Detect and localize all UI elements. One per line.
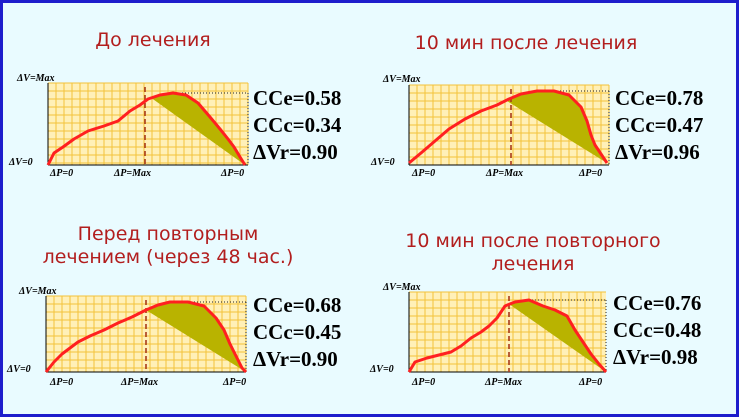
- panel-2-ccc: CCc=0.47: [615, 113, 704, 137]
- panel-4-y-bottom-label: ΔV=0: [370, 364, 394, 375]
- panel-2-curve: [408, 89, 609, 165]
- panel-4-title: 10 мин после повторного лечения: [405, 230, 661, 275]
- panel-3-x-right-label: ΔP=0: [223, 377, 247, 388]
- panel-3-y-bottom-label: ΔV=0: [7, 364, 31, 375]
- panel-1-x-right-label: ΔP=0: [221, 168, 245, 179]
- panel-2-y-bottom-label: ΔV=0: [371, 157, 395, 168]
- panel-4-cce: CCe=0.76: [613, 291, 702, 315]
- panel-1-chart: [46, 82, 249, 166]
- panel-1-x-mid-label: ΔP=Max: [114, 168, 151, 179]
- panel-2-x-left-label: ΔP=0: [412, 168, 436, 179]
- panel-4-loop-area: [509, 300, 606, 372]
- panel-2-x-right-label: ΔP=0: [579, 168, 603, 179]
- panel-1-grid: [47, 82, 249, 165]
- panel-3-chart: [44, 295, 248, 374]
- panel-3-curve: [44, 300, 248, 374]
- panel-2-title: 10 мин после лечения: [414, 32, 638, 54]
- panel-1-x-left-label: ΔP=0: [50, 168, 74, 179]
- panel-2-y-top-label: ΔV=Max: [383, 74, 421, 85]
- panel-4-grid: [408, 291, 606, 373]
- panel-3-x-mid-label: ΔP=Max: [121, 377, 158, 388]
- panel-2-x-mid-label: ΔP=Max: [486, 168, 523, 179]
- panel-3-title: Перед повторным лечением (через 48 час.): [42, 223, 294, 268]
- panel-4-ccc: CCc=0.48: [613, 318, 702, 342]
- panel-4-chart: [407, 291, 608, 373]
- panel-3-cce: CCe=0.68: [253, 293, 342, 317]
- panel-3-x-left-label: ΔP=0: [50, 377, 74, 388]
- panel-2-dvr: ΔVr=0.96: [615, 140, 700, 164]
- panel-1-y-top-label: ΔV=Max: [17, 73, 55, 84]
- panel-1-dvr: ΔVr=0.90: [253, 140, 338, 164]
- panel-4-y-top-label: ΔV=Max: [383, 282, 421, 293]
- panel-1-y-bottom-label: ΔV=0: [9, 157, 33, 168]
- panel-1-ccc: CCc=0.34: [253, 113, 342, 137]
- panel-3-y-top-label: ΔV=Max: [19, 286, 57, 297]
- panel-4-x-right-label: ΔP=0: [579, 377, 603, 388]
- panel-2-cce: CCe=0.78: [615, 86, 704, 110]
- panel-4-x-left-label: ΔP=0: [412, 377, 436, 388]
- panel-3-dvr: ΔVr=0.90: [253, 347, 338, 371]
- panel-1-curve: [46, 91, 247, 166]
- panel-4-curve: [407, 298, 608, 373]
- panel-1-title: До лечения: [95, 29, 211, 51]
- panel-2-chart: [408, 84, 610, 166]
- panel-2-loop-area: [507, 91, 607, 163]
- panel-4-x-mid-label: ΔP=Max: [485, 377, 522, 388]
- panel-1-loop-area: [150, 93, 245, 165]
- panel-4-dvr: ΔVr=0.98: [613, 345, 698, 369]
- panel-3-loop-area: [146, 302, 246, 372]
- panel-1-grid-background: [48, 83, 248, 165]
- panel-1-cce: CCe=0.58: [253, 86, 342, 110]
- panel-3-ccc: CCc=0.45: [253, 320, 342, 344]
